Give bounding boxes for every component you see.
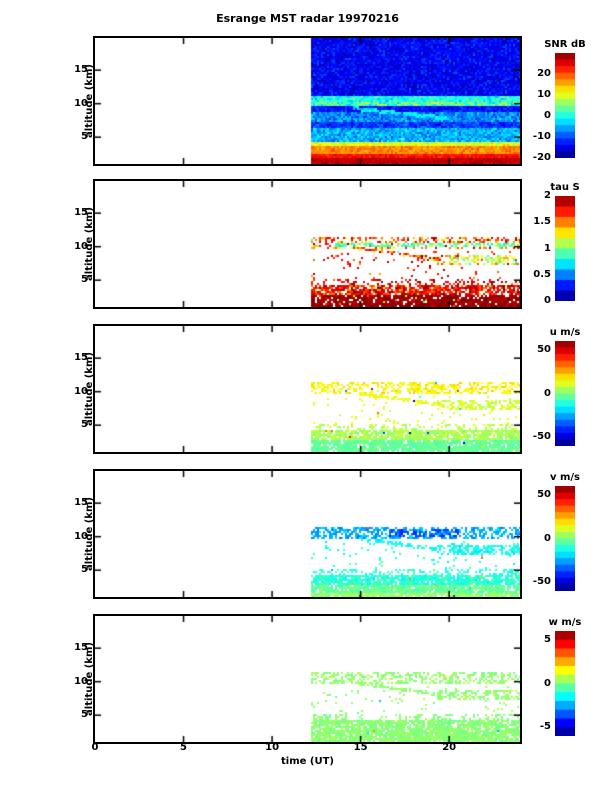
plot-panel-tau <box>93 179 522 309</box>
y-tick-label: 10 <box>74 530 88 542</box>
y-axis-label: altitude (km) <box>84 352 95 426</box>
x-tick-label: 10 <box>265 742 280 753</box>
x-tick-label: 20 <box>442 742 457 753</box>
colorbar-title-w: w m/s <box>548 617 582 628</box>
colorbar-tick-label: 50 <box>537 343 551 355</box>
colorbar-tick-label: -20 <box>532 152 551 163</box>
plot-panel-u <box>93 324 522 454</box>
y-tick-label: 10 <box>74 240 88 252</box>
y-tick-label: 5 <box>81 709 88 721</box>
colorbar-tick-label: 2 <box>544 190 551 201</box>
heatmap-canvas-u <box>95 326 520 452</box>
y-tick-label: 15 <box>74 64 88 76</box>
colorbar-w <box>555 631 575 736</box>
y-tick-label: 5 <box>81 131 88 143</box>
y-tick-label: 5 <box>81 274 88 286</box>
colorbar-snr <box>555 53 575 158</box>
colorbar-title-snr: SNR dB <box>544 39 586 50</box>
colorbar-tick-label: 20 <box>537 68 551 79</box>
x-tick-label: 5 <box>180 742 188 753</box>
heatmap-canvas-snr <box>95 38 520 164</box>
heatmap-canvas-v <box>95 471 520 597</box>
y-axis-label: altitude (km) <box>84 497 95 571</box>
heatmap-canvas-w <box>95 616 520 742</box>
colorbar-tick-label: 0 <box>544 295 551 306</box>
x-tick-label: 0 <box>91 742 99 753</box>
colorbar-tick-label: 0 <box>544 532 551 544</box>
y-axis-label: altitude (km) <box>84 64 95 138</box>
plot-panel-v <box>93 469 522 599</box>
colorbar-tick-label: 1 <box>544 242 551 254</box>
colorbar-title-v: v m/s <box>549 472 581 483</box>
colorbar-tick-label: -50 <box>532 576 551 588</box>
colorbar-tick-label: 50 <box>537 488 551 500</box>
colorbar-tick-label: 1.5 <box>533 216 551 228</box>
colorbar-title-u: u m/s <box>549 327 581 338</box>
y-tick-label: 15 <box>74 352 88 364</box>
colorbar-u <box>555 341 575 446</box>
colorbar-tick-label: 0 <box>544 387 551 399</box>
colorbar-v <box>555 486 575 591</box>
y-tick-label: 10 <box>74 675 88 687</box>
y-tick-label: 15 <box>74 642 88 654</box>
y-tick-label: 10 <box>74 385 88 397</box>
colorbar-tau <box>555 196 575 301</box>
colorbar-tick-label: -5 <box>539 721 551 733</box>
x-tick-label: 15 <box>353 742 368 753</box>
y-tick-label: 15 <box>74 497 88 509</box>
y-tick-label: 5 <box>81 419 88 431</box>
colorbar-tick-label: 0 <box>544 110 551 121</box>
colorbar-tick-label: -10 <box>532 131 551 142</box>
y-tick-label: 5 <box>81 564 88 576</box>
y-axis-label: altitude (km) <box>84 207 95 281</box>
colorbar-tick-label: 0 <box>544 677 551 689</box>
y-tick-label: 15 <box>74 207 88 219</box>
heatmap-canvas-tau <box>95 181 520 307</box>
plot-panel-w <box>93 614 522 744</box>
colorbar-title-tau: tau S <box>550 182 580 193</box>
colorbar-tick-label: -50 <box>532 431 551 443</box>
x-axis-label: time (UT) <box>281 756 334 767</box>
y-tick-label: 10 <box>74 97 88 109</box>
y-axis-label: altitude (km) <box>84 642 95 716</box>
colorbar-tick-label: 0.5 <box>533 268 551 280</box>
plot-panel-snr <box>93 36 522 166</box>
colorbar-tick-label: 10 <box>537 89 551 100</box>
colorbar-tick-label: 5 <box>544 633 551 645</box>
figure-title: Esrange MST radar 19970216 <box>216 12 399 25</box>
